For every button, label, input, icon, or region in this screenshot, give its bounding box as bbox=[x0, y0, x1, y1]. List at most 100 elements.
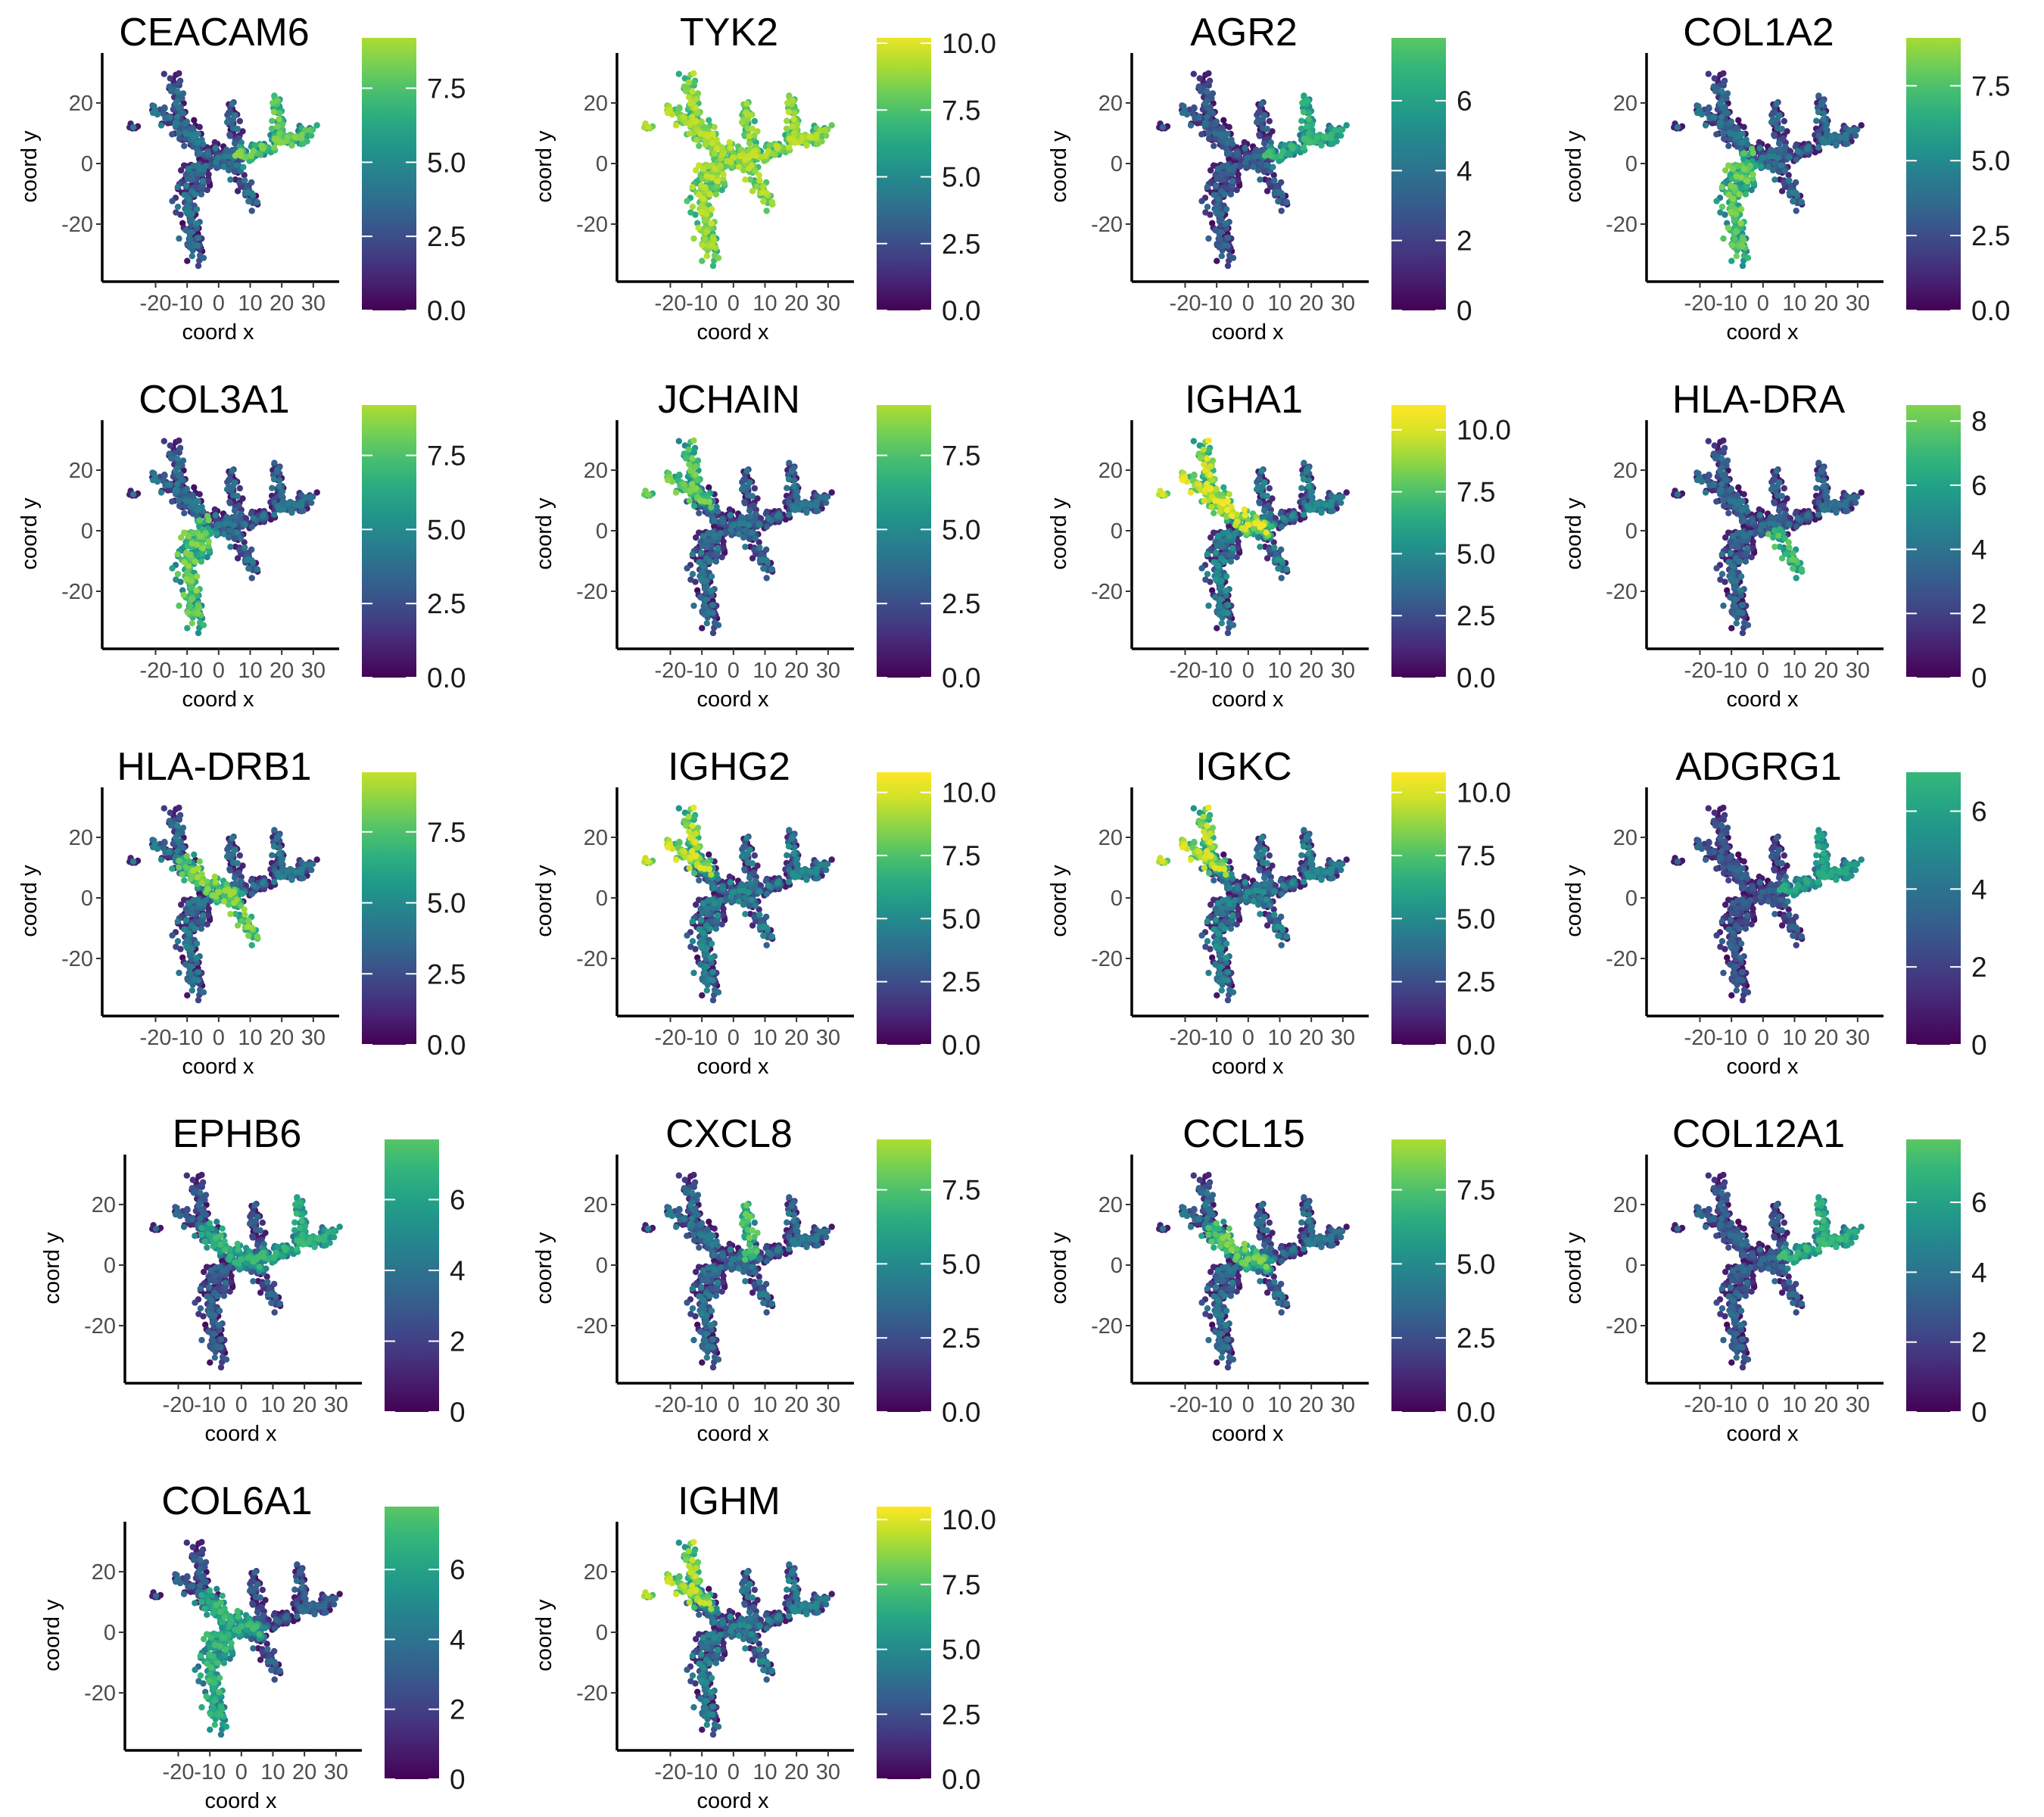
cell-point bbox=[685, 79, 692, 86]
cell-point bbox=[690, 235, 697, 242]
cell-point bbox=[1740, 123, 1747, 130]
cell-point bbox=[298, 131, 305, 139]
cell-point bbox=[1742, 191, 1750, 198]
cell-point bbox=[229, 100, 235, 108]
colorbar-tick-label: 10.0 bbox=[942, 28, 996, 59]
cell-point bbox=[690, 437, 697, 444]
cell-point bbox=[187, 235, 194, 242]
cell-point bbox=[693, 95, 700, 103]
cell-point bbox=[205, 516, 212, 524]
cell-point bbox=[1725, 142, 1732, 149]
y-tick-label: 20 bbox=[584, 92, 608, 116]
cell-point bbox=[245, 556, 252, 563]
cell-point bbox=[687, 576, 694, 583]
cell-point bbox=[1305, 129, 1313, 137]
cell-point bbox=[689, 204, 696, 210]
cell-point bbox=[676, 471, 683, 478]
cell-point bbox=[245, 189, 252, 196]
cell-point bbox=[1205, 129, 1212, 136]
cell-point bbox=[1283, 198, 1291, 206]
x-tick-label: -10 bbox=[1715, 291, 1747, 316]
cell-point bbox=[1221, 191, 1229, 198]
colorbar-tick-label: 7.5 bbox=[942, 441, 980, 472]
x-tick-label: 30 bbox=[1846, 291, 1870, 316]
colorbar-tick-label: 5.0 bbox=[942, 162, 980, 193]
cell-point bbox=[229, 467, 235, 475]
cell-point bbox=[182, 130, 189, 137]
cell-point bbox=[1758, 164, 1765, 170]
cell-point bbox=[1212, 130, 1219, 137]
cell-point bbox=[1224, 242, 1231, 249]
cell-point bbox=[193, 206, 201, 213]
y-tick-label: -20 bbox=[1091, 213, 1123, 237]
cell-point bbox=[183, 182, 190, 189]
cell-point bbox=[708, 220, 715, 227]
x-tick-label: 0 bbox=[213, 291, 225, 316]
y-tick-label: 20 bbox=[69, 459, 93, 483]
cell-point bbox=[1251, 153, 1258, 160]
cell-point bbox=[176, 235, 182, 242]
cell-point bbox=[681, 481, 687, 488]
cell-point bbox=[686, 130, 693, 137]
cell-point bbox=[1220, 132, 1226, 140]
cell-point bbox=[803, 509, 810, 516]
cell-point bbox=[250, 515, 257, 522]
cell-point bbox=[743, 467, 750, 475]
cell-point bbox=[1725, 224, 1731, 232]
cell-point bbox=[752, 152, 759, 159]
cell-point bbox=[276, 110, 283, 117]
cell-point bbox=[180, 529, 188, 536]
cell-point bbox=[194, 139, 201, 147]
cell-point bbox=[786, 144, 793, 151]
x-tick-label: -20 bbox=[655, 659, 687, 683]
cell-point bbox=[191, 117, 198, 123]
cell-point bbox=[1760, 154, 1767, 161]
cell-point bbox=[1275, 198, 1282, 205]
cell-point bbox=[271, 511, 278, 518]
cell-point bbox=[231, 507, 238, 514]
cell-point bbox=[179, 90, 187, 97]
x-tick-label: 20 bbox=[784, 659, 809, 683]
cell-point bbox=[195, 235, 202, 242]
cell-point bbox=[1226, 165, 1233, 172]
colorbar bbox=[877, 405, 931, 678]
cell-point bbox=[699, 625, 706, 631]
cell-point bbox=[184, 202, 191, 209]
cell-point bbox=[773, 142, 780, 149]
cell-point bbox=[167, 88, 175, 95]
cell-point bbox=[189, 176, 196, 182]
cell-point bbox=[167, 75, 173, 82]
cell-point bbox=[227, 176, 234, 183]
cell-point bbox=[188, 222, 195, 229]
cell-point bbox=[245, 198, 252, 205]
cell-point bbox=[173, 209, 179, 216]
cell-point bbox=[1223, 139, 1231, 147]
cell-point bbox=[129, 491, 137, 498]
x-tick-label: -10 bbox=[686, 659, 718, 683]
cell-point bbox=[231, 140, 238, 147]
cell-point bbox=[277, 139, 284, 146]
cell-point bbox=[1718, 114, 1725, 120]
y-axis-title: coord y bbox=[17, 130, 42, 203]
cell-point bbox=[702, 584, 709, 591]
cell-point bbox=[166, 114, 173, 120]
cell-point bbox=[1214, 257, 1220, 264]
cell-point bbox=[180, 162, 188, 169]
cell-point bbox=[686, 461, 693, 468]
cell-point bbox=[1739, 242, 1746, 249]
cell-point bbox=[1820, 116, 1827, 123]
cell-point bbox=[756, 172, 762, 179]
cell-point bbox=[700, 195, 707, 202]
cell-point bbox=[194, 541, 201, 548]
cell-point bbox=[644, 123, 652, 131]
cell-point bbox=[664, 476, 671, 484]
cell-point bbox=[1776, 112, 1783, 119]
cell-point bbox=[689, 551, 696, 558]
cell-point bbox=[791, 477, 798, 484]
cell-point bbox=[179, 477, 186, 484]
cell-point bbox=[251, 142, 258, 149]
cell-point bbox=[1195, 114, 1202, 120]
cell-point bbox=[223, 119, 231, 126]
cell-point bbox=[179, 457, 187, 464]
